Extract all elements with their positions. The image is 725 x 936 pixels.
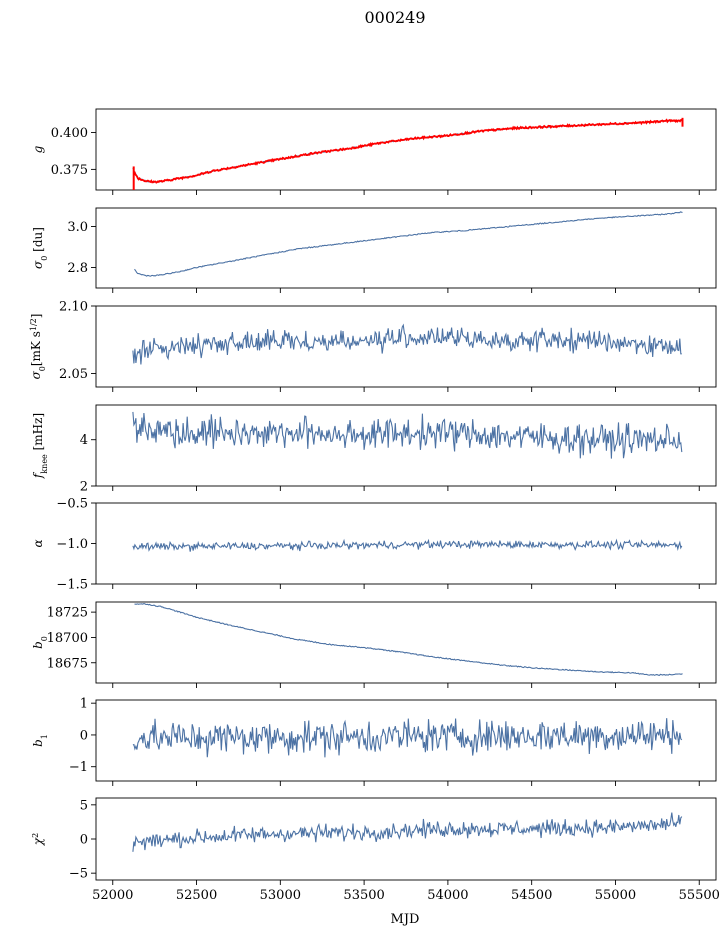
axes-frame <box>95 305 717 388</box>
y-axis-label: σ0[mK s1/2] <box>29 314 47 380</box>
x-tick-label: 55000 <box>595 888 636 903</box>
panel-6: 18675 18700 18725 b0 <box>31 601 717 688</box>
figure-title: 000249 <box>364 8 425 27</box>
series-line <box>134 603 683 676</box>
y-tick-label: 4 <box>80 433 88 448</box>
y-tick-label: −1.5 <box>56 578 88 593</box>
y-axis-label: b0 <box>31 636 49 649</box>
x-tick-label: 52000 <box>92 888 133 903</box>
panel-3: 2.05 2.10 σ0[mK s1/2] <box>29 300 717 392</box>
series-line <box>132 538 683 552</box>
x-tick-label: 53000 <box>260 888 301 903</box>
y-tick-label: −1.0 <box>56 537 88 552</box>
panel-7: −1 0 1 b1 <box>31 697 717 786</box>
overlay-red-line <box>133 118 683 184</box>
axes-frame <box>95 601 717 684</box>
y-axis-label: g <box>31 145 45 153</box>
x-tick-label: 53500 <box>343 888 384 903</box>
panel-2: 2.8 3.0 σ0 [du] <box>31 207 717 293</box>
y-tick-label: 0 <box>80 728 88 743</box>
x-tick-label: 54500 <box>511 888 552 903</box>
y-axis-label: fknee [mHz] <box>31 413 49 479</box>
series-line <box>132 411 683 459</box>
series-line <box>132 718 683 758</box>
y-axis-label: b1 <box>31 734 49 747</box>
series-line <box>134 211 683 277</box>
y-tick-label: 0.400 <box>51 126 88 141</box>
y-tick-label: −5 <box>69 867 88 882</box>
axes-frame <box>95 207 717 289</box>
y-tick-label: 0 <box>80 833 88 848</box>
panel-5: −1.5 −1.0 −0.5 α <box>31 497 717 593</box>
x-axis-label: MJD <box>391 912 420 927</box>
x-tick-label: 54000 <box>427 888 468 903</box>
x-tick-label: 52500 <box>176 888 217 903</box>
y-tick-label: 2.10 <box>59 300 88 315</box>
series-line <box>132 323 682 365</box>
y-axis-label: α <box>31 539 45 547</box>
y-axis-label: χ2 <box>31 833 46 846</box>
y-tick-label: 5 <box>80 798 88 813</box>
y-tick-label: 3.0 <box>67 220 88 235</box>
y-tick-label: −1 <box>69 760 88 775</box>
y-tick-label: 1 <box>80 697 88 712</box>
panel-8: −5 0 5 52000 52500 53000 53500 54000 54500 55000 5… <box>31 797 720 903</box>
axes-frame <box>95 404 717 487</box>
y-tick-label: 2 <box>80 480 88 495</box>
y-tick-label: 18725 <box>47 606 88 621</box>
panel-4: 2 4 fknee [mHz] <box>31 404 717 495</box>
x-tick-label: 55500 <box>679 888 720 903</box>
y-tick-label: 2.8 <box>67 261 88 276</box>
panels: 0.375 0.400 g 2.8 3.0 σ0 [du] 2.05 2.10 σ0[mK s1… <box>29 108 720 903</box>
y-axis-label: σ0 [du] <box>31 227 49 269</box>
y-tick-label: 18675 <box>47 656 88 671</box>
y-tick-label: −0.5 <box>56 497 88 512</box>
series-line <box>132 812 683 852</box>
y-tick-label: 2.05 <box>59 367 88 382</box>
axes-frame <box>95 797 717 881</box>
y-tick-label: 0.375 <box>51 163 88 178</box>
panel-1: 0.375 0.400 g <box>31 108 717 195</box>
y-tick-label: 18700 <box>47 631 88 646</box>
axes-frame <box>95 108 717 191</box>
axes-frame <box>95 699 717 782</box>
series-line <box>132 119 682 183</box>
